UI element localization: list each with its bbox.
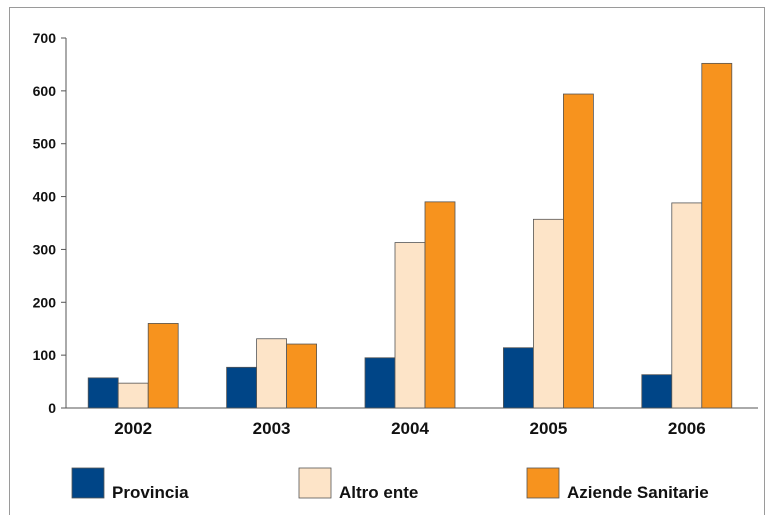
y-tick-label: 0 bbox=[48, 400, 56, 416]
y-tick-label: 700 bbox=[33, 30, 57, 46]
y-axis: 0 100 200 300 400 500 600 700 bbox=[33, 30, 67, 416]
bar-aziende-sanitarie-2002 bbox=[147, 323, 179, 409]
bar-aziende-sanitarie-2003 bbox=[286, 343, 318, 409]
legend-swatch bbox=[526, 467, 560, 499]
bar-altro-ente-2003 bbox=[256, 338, 288, 409]
x-tick-label: 2002 bbox=[114, 419, 152, 438]
bar-aziende-sanitarie-2006 bbox=[701, 62, 733, 409]
bar-aziende-sanitarie-2005 bbox=[563, 93, 594, 409]
legend-label: Aziende Sanitarie bbox=[567, 483, 709, 502]
y-tick-label: 500 bbox=[33, 136, 57, 152]
bar-provincia-2003 bbox=[226, 366, 258, 409]
legend: Provincia Altro ente Aziende Sanitarie bbox=[71, 467, 709, 502]
bar-altro-ente-2005 bbox=[533, 218, 564, 409]
bar-provincia-2002 bbox=[87, 377, 119, 409]
y-tick-label: 600 bbox=[33, 83, 57, 99]
bar-aziende-sanitarie-2004 bbox=[424, 201, 456, 409]
legend-label: Altro ente bbox=[339, 483, 418, 502]
x-tick-label: 2004 bbox=[391, 419, 429, 438]
legend-swatch bbox=[71, 467, 105, 499]
x-tick-label: 2003 bbox=[253, 419, 291, 438]
x-tick-label: 2006 bbox=[668, 419, 706, 438]
x-tick-label: 2005 bbox=[529, 419, 567, 438]
y-tick-label: 400 bbox=[33, 189, 57, 205]
bar-altro-ente-2006 bbox=[671, 202, 703, 409]
y-tick-label: 200 bbox=[33, 294, 57, 310]
bar-altro-ente-2002 bbox=[117, 382, 149, 409]
bars bbox=[87, 62, 733, 409]
legend-swatch bbox=[298, 467, 332, 499]
legend-label: Provincia bbox=[112, 483, 189, 502]
bar-provincia-2004 bbox=[364, 357, 396, 409]
x-axis: 2002 2003 2004 2005 2006 bbox=[66, 407, 758, 438]
chart-frame bbox=[9, 7, 765, 515]
y-tick-label: 100 bbox=[33, 347, 57, 363]
bar-provincia-2006 bbox=[641, 374, 673, 409]
bar-provincia-2005 bbox=[502, 347, 534, 409]
bar-altro-ente-2004 bbox=[394, 242, 426, 409]
y-tick-label: 300 bbox=[33, 241, 57, 257]
